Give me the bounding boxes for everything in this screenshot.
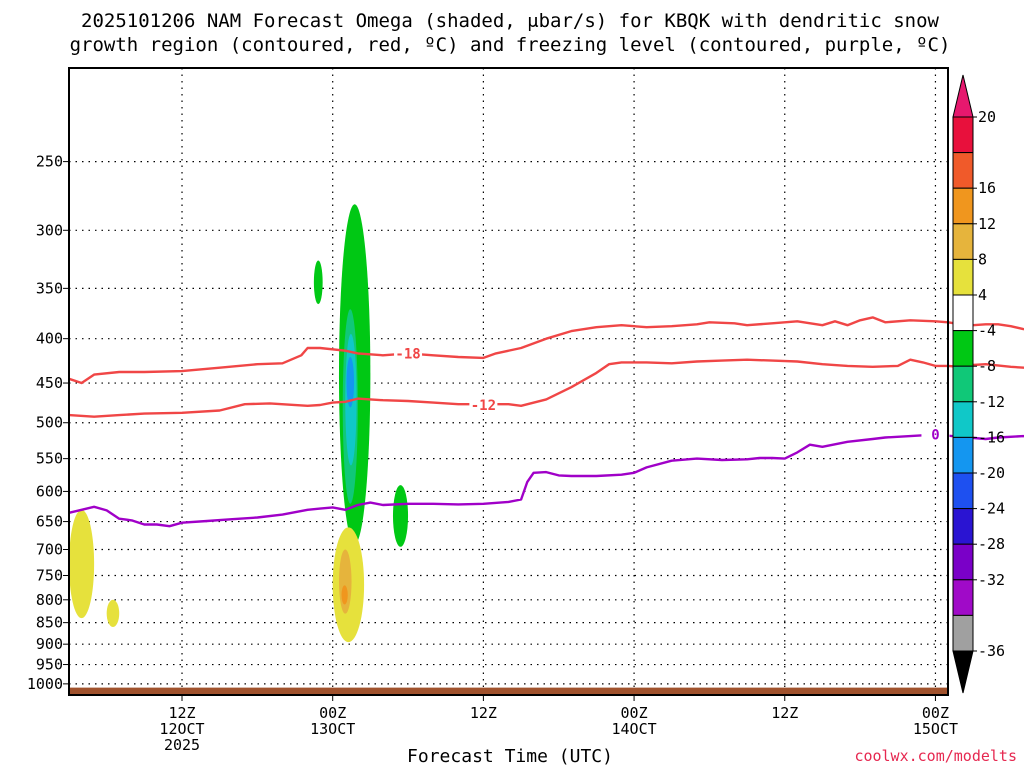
omega-shaded-region: [313, 260, 323, 305]
colorbar-swatch: [952, 116, 974, 154]
x-tick-label: 12OCT: [159, 720, 204, 738]
x-tick-label: 00Z: [621, 704, 648, 722]
omega-shaded-region: [341, 585, 348, 605]
x-axis-label: Forecast Time (UTC): [407, 746, 613, 767]
omega-shaded-region: [346, 357, 355, 408]
y-tick-label: 800: [36, 591, 63, 609]
colorbar-swatch: [952, 614, 974, 652]
plot-area-border: [68, 67, 949, 696]
colorbar-label: -16: [978, 428, 1005, 446]
y-tick-label: 600: [36, 482, 63, 500]
y-tick-label: 1000: [27, 675, 63, 693]
colorbar: 20 16 12 8 4 -4 -8 -12 -16 -20 -24 -28 -32 -36: [952, 74, 1005, 694]
y-tick-label: 700: [36, 540, 63, 558]
contour-label-bg: [394, 345, 423, 362]
omega-shading: [69, 204, 409, 643]
x-tick-label: 12Z: [168, 704, 195, 722]
x-tick-label: 00Z: [319, 704, 346, 722]
omega-shaded-region: [106, 599, 120, 628]
contour-label-bg: [469, 396, 498, 413]
y-tick-label: 650: [36, 513, 63, 531]
chart-title-line-2: growth region (contoured, red, ºC) and f…: [70, 34, 951, 56]
contour-label-bg: [921, 426, 950, 443]
colorbar-label: 20: [978, 108, 996, 126]
contour-label: -18: [395, 346, 420, 362]
x-tick-label: 15OCT: [913, 720, 958, 738]
colorbar-bottom-arrow: [952, 650, 974, 694]
grid-lines: [69, 68, 948, 695]
x-tick-label: 12Z: [771, 704, 798, 722]
colorbar-swatch: [952, 187, 974, 225]
colorbar-label: -12: [978, 393, 1005, 411]
x-tick-label: 14OCT: [611, 720, 656, 738]
y-tick-label: 450: [36, 374, 63, 392]
colorbar-label: -28: [978, 535, 1005, 553]
y-tick-label: 900: [36, 635, 63, 653]
colorbar-swatch: [952, 365, 974, 403]
y-tick-label: 350: [36, 279, 63, 297]
x-tick-label: 12Z: [470, 704, 497, 722]
terrain-strip: [69, 687, 948, 695]
x-tick-label: 00Z: [922, 704, 949, 722]
colorbar-swatch: [952, 436, 974, 474]
colorbar-label: 8: [978, 250, 987, 268]
colorbar-swatch: [952, 472, 974, 510]
colorbar-label: 12: [978, 215, 996, 233]
y-tick-label: 500: [36, 414, 63, 432]
colorbar-label: -4: [978, 322, 996, 340]
colorbar-swatch: [952, 152, 974, 189]
contour-label: -12: [471, 398, 496, 414]
colorbar-swatch: [952, 223, 974, 260]
colorbar-label: 16: [978, 179, 996, 197]
x-tick-label: 13OCT: [310, 720, 355, 738]
y-tick-label: 750: [36, 566, 63, 584]
plot-area-frame: [69, 68, 948, 695]
colorbar-label: -20: [978, 464, 1005, 482]
y-tick-label: 550: [36, 450, 63, 468]
y-tick-label: 850: [36, 614, 63, 632]
omega-shaded-region: [69, 509, 95, 619]
contour-line: [68, 316, 1024, 385]
colorbar-swatch: [952, 258, 974, 296]
colorbar-label: -24: [978, 500, 1005, 518]
colorbar-label: -36: [978, 642, 1005, 660]
omega-shaded-region: [392, 485, 409, 547]
y-tick-label: 250: [36, 153, 63, 171]
colorbar-swatch: [952, 543, 974, 581]
colorbar-swatch: [952, 294, 974, 332]
colorbar-label: -32: [978, 571, 1005, 589]
chart-title-line-1: 2025101206 NAM Forecast Omega (shaded, μ…: [81, 10, 939, 32]
colorbar-swatch: [952, 579, 974, 616]
colorbar-top-arrow: [952, 74, 974, 118]
contour-label: 0: [931, 428, 939, 444]
y-tick-label: 950: [36, 656, 63, 674]
colorbar-label: -8: [978, 357, 996, 375]
contour-line: [68, 358, 1024, 418]
y-axis-ticks: 250 300 350 400 450 500 550 600 650 700 750 800 850 9…: [27, 153, 69, 693]
credit-text: coolwx.com/modelts: [854, 747, 1017, 765]
y-tick-label: 400: [36, 330, 63, 348]
colorbar-swatch: [952, 330, 974, 367]
terrain-fill: [69, 687, 948, 695]
colorbar-swatch: [952, 508, 974, 545]
y-tick-label: 300: [36, 221, 63, 239]
colorbar-swatch: [952, 401, 974, 438]
contours: -18 -12 0: [68, 316, 1024, 528]
colorbar-label: 4: [978, 286, 987, 304]
x-tick-label: 2025: [164, 736, 200, 754]
